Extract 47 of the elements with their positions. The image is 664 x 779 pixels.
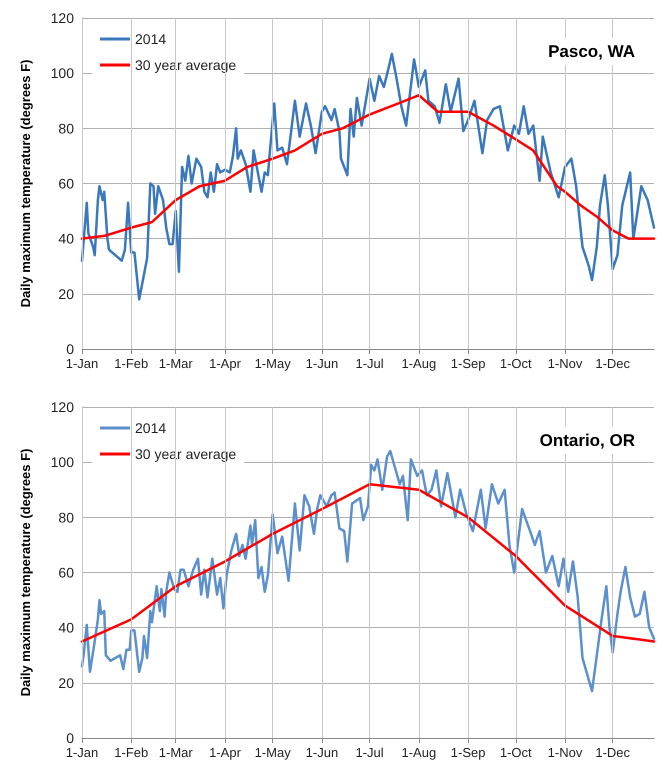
x-tick-label: 1-Jul [355,356,384,371]
line-series [80,482,656,643]
line-series [80,94,656,240]
x-tick-label: 1-Oct [500,356,532,371]
legend-label: 2014 [135,420,166,436]
x-tick-label: 1-Apr [209,745,242,760]
y-tick-label: 40 [58,620,74,636]
text: Ontario, OR [540,431,636,450]
y-tick-label: 120 [50,10,74,26]
y-tick-label: 40 [58,230,74,247]
x-tick-label: 1-Jan [66,745,98,760]
x-tick-label: 1-Jan [66,356,98,371]
x-tick-label: 1-Nov [548,745,583,760]
x-tick-label: 1-Mar [158,356,194,371]
text: Pasco, WA [548,42,636,61]
x-tick-label: 1-Aug [401,745,436,760]
x-tick-label: 1-Sep [450,356,486,371]
legend-label: 2014 [135,31,166,47]
y-tick-label: 120 [50,399,74,415]
x-tick-label: 1-Sep [450,745,486,760]
y-axis-title: Daily maximum temperature (degrees F) [18,60,33,308]
y-tick-label: 20 [58,286,74,302]
y-tick-label: 80 [58,509,74,526]
x-tick-label: 1-May [254,356,292,371]
y-tick-label: 60 [58,564,74,580]
y-tick-label: 100 [50,65,74,82]
x-tick-label: 1-Nov [548,356,583,371]
x-tick-label: 1-Dec [595,356,631,371]
y-axis-title: Daily maximum temperature (degrees F) [18,448,33,696]
x-tick-label: 1-Jun [306,356,338,371]
y-tick-label: 20 [58,674,74,691]
x-tick-label: 1-Jun [306,745,338,760]
y-tick-label: 60 [58,176,74,192]
x-tick-label: 1-Oct [500,745,532,760]
y-tick-label: 0 [66,730,74,746]
line-series [80,450,656,692]
y-tick-label: 100 [50,454,74,470]
x-tick-label: 1-Feb [114,745,148,760]
y-tick-label: 80 [58,120,74,136]
x-tick-label: 1-Dec [595,745,631,760]
x-tick-label: 1-Mar [158,745,194,760]
x-tick-label: 1-Aug [401,356,436,371]
x-tick-label: 1-Jul [355,745,384,760]
y-tick-label: 0 [66,341,74,357]
x-tick-label: 1-Feb [114,356,148,371]
x-tick-label: 1-May [254,745,292,760]
x-tick-label: 1-Apr [209,356,242,371]
